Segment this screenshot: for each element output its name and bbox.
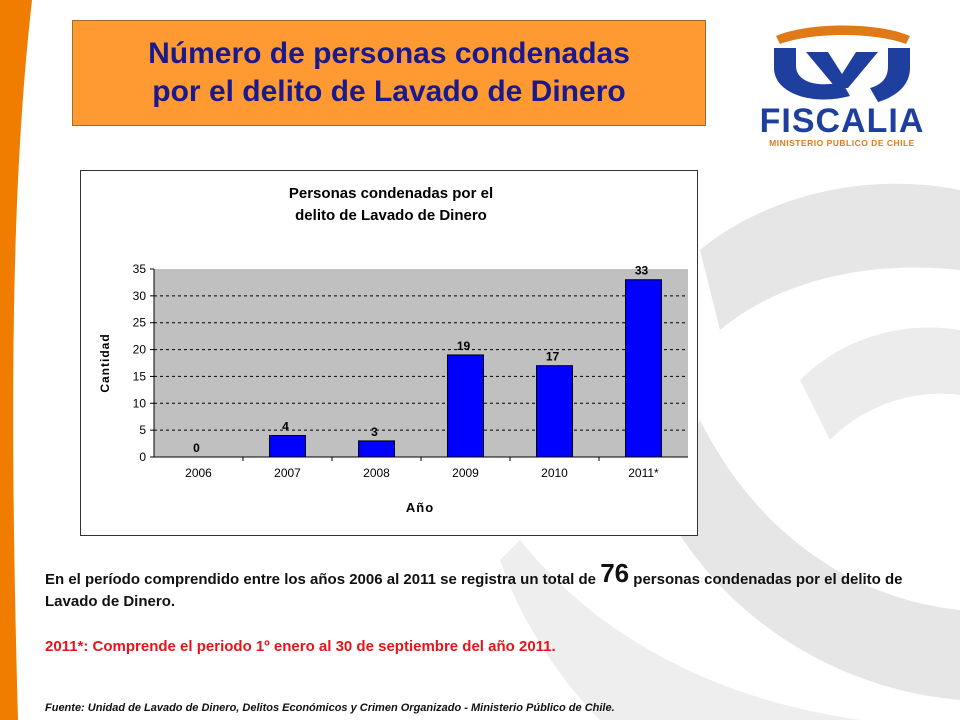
fiscalia-logo: FISCALIA MINISTERIO PUBLICO DE CHILE (738, 22, 946, 154)
summary-total: 76 (600, 558, 630, 588)
summary-text: En el período comprendido entre los años… (45, 560, 925, 613)
chart-container: Personas condenadas por el delito de Lav… (80, 170, 698, 536)
y-tick-label: 0 (139, 450, 146, 464)
bar (447, 354, 484, 458)
chart-title-line-2: delito de Lavado de Dinero (295, 207, 487, 224)
logo-subtitle: MINISTERIO PUBLICO DE CHILE (769, 138, 915, 148)
summary-text-before: En el período comprendido entre los años… (45, 571, 601, 588)
background-grey-arc (700, 183, 960, 330)
x-tick-label: 2009 (452, 466, 479, 480)
source-citation: Fuente: Unidad de Lavado de Dinero, Deli… (45, 702, 615, 714)
background-grey-arc (660, 420, 960, 700)
page-title-line-2: por el delito de Lavado de Dinero (152, 75, 626, 108)
y-tick-label: 20 (133, 343, 147, 357)
y-tick-label: 15 (133, 369, 147, 383)
chart-title-line-1: Personas condenadas por el (289, 185, 493, 202)
y-tick-label: 10 (133, 396, 147, 410)
x-tick-label: 2006 (185, 466, 212, 480)
y-tick-label: 35 (133, 262, 147, 276)
summary-text-after: personas condenadas por el delito de Lav… (45, 571, 903, 610)
data-label: 17 (546, 350, 560, 364)
bar (536, 365, 573, 458)
title-banner: Número de personas condenadas por el del… (72, 20, 706, 126)
x-tick-label: 2010 (541, 466, 568, 480)
bar (269, 435, 306, 458)
data-label: 19 (457, 339, 471, 353)
background-grey-arc (800, 327, 960, 440)
y-tick-label: 25 (133, 316, 147, 330)
y-axis-label: Cantidad (98, 333, 112, 392)
x-tick-label: 2008 (363, 466, 390, 480)
footnote-2011: 2011*: Comprende el periodo 1º enero al … (45, 638, 556, 655)
bar-chart: Personas condenadas por el delito de Lav… (98, 185, 688, 515)
y-tick-label: 30 (133, 289, 147, 303)
x-tick-label: 2007 (274, 466, 301, 480)
x-tick-label: 2011* (628, 466, 659, 480)
bar (358, 440, 395, 458)
data-label: 3 (371, 425, 378, 439)
x-axis-label: Año (406, 500, 434, 515)
plot-area (154, 269, 688, 457)
left-orange-band (0, 0, 32, 720)
data-label: 33 (635, 264, 649, 278)
y-tick-label: 5 (139, 423, 146, 437)
logo-wordmark: FISCALIA (759, 102, 925, 140)
fiscalia-emblem-icon (774, 25, 910, 102)
data-label: 0 (193, 441, 200, 455)
bar (625, 279, 662, 458)
background-grey-arc (500, 540, 860, 720)
page-title-line-1: Número de personas condenadas (148, 37, 630, 70)
data-label: 4 (282, 420, 289, 434)
